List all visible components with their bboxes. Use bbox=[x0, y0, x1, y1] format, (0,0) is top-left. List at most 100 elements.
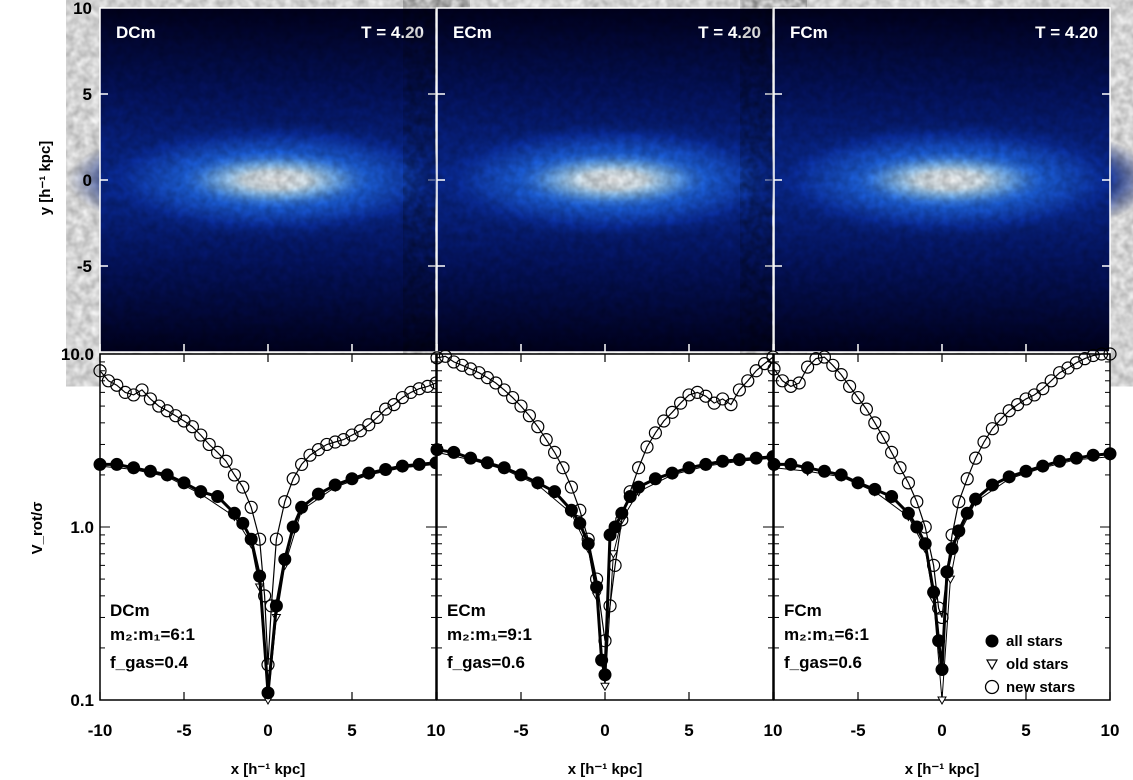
all-star-point bbox=[932, 634, 946, 648]
new-star-point bbox=[648, 426, 663, 440]
all-star-point bbox=[253, 569, 267, 583]
all-star-point bbox=[985, 478, 999, 492]
new-star-point bbox=[497, 383, 511, 397]
new-star-point bbox=[564, 480, 579, 494]
all-star-point bbox=[969, 492, 983, 506]
gas-fraction-label: f_gas=0.6 bbox=[447, 653, 525, 672]
new-star-point bbox=[464, 362, 478, 376]
new-star-point bbox=[673, 396, 688, 410]
x-tick-label: 0 bbox=[263, 721, 272, 740]
new-star-point bbox=[741, 374, 755, 388]
all-star-point bbox=[480, 456, 494, 470]
all-star-point bbox=[945, 542, 959, 556]
all-star-point bbox=[345, 472, 359, 486]
all-star-point bbox=[564, 503, 578, 517]
all-star-point bbox=[286, 520, 300, 534]
all-star-point bbox=[269, 599, 283, 613]
x-tick-label: 10 bbox=[427, 721, 446, 740]
x-axis-label: x [h⁻¹ kpc] bbox=[231, 761, 306, 778]
all-star-point bbox=[952, 524, 966, 538]
all-star-point bbox=[632, 480, 646, 494]
new-star-point bbox=[834, 368, 848, 382]
all-star-point bbox=[910, 520, 924, 534]
new-stars-line bbox=[99, 370, 437, 665]
old-star-point bbox=[937, 696, 947, 706]
all-star-point bbox=[784, 457, 798, 471]
new-star-point bbox=[489, 376, 503, 390]
all-star-point bbox=[143, 464, 157, 478]
all-star-point bbox=[1002, 470, 1016, 484]
x-tick-label: -5 bbox=[513, 721, 528, 740]
map-frame bbox=[773, 7, 1111, 353]
all-star-point bbox=[716, 454, 730, 468]
new-star-point bbox=[724, 397, 738, 412]
new-star-point bbox=[412, 382, 426, 396]
all-star-point bbox=[935, 663, 949, 677]
new-star-point bbox=[337, 433, 351, 447]
new-star-point bbox=[859, 402, 874, 416]
new-star-point bbox=[379, 402, 393, 416]
new-star-point bbox=[960, 472, 974, 486]
x-axis-label: x [h⁻¹ kpc] bbox=[905, 761, 980, 778]
all-star-point bbox=[648, 472, 662, 486]
all-star-point bbox=[514, 468, 528, 482]
all-star-point bbox=[732, 453, 746, 467]
x-tick-label: -5 bbox=[850, 721, 865, 740]
new-star-point bbox=[901, 476, 916, 490]
new-star-point bbox=[682, 388, 696, 402]
all-star-point bbox=[834, 468, 848, 482]
x-tick-label: 0 bbox=[937, 721, 946, 740]
all-star-point bbox=[801, 461, 815, 475]
map-noise bbox=[437, 8, 773, 352]
all-star-point bbox=[960, 506, 974, 520]
all-star-point bbox=[1019, 464, 1033, 478]
new-star-point bbox=[328, 435, 342, 449]
all-star-point bbox=[623, 490, 637, 504]
new-star-point bbox=[194, 428, 208, 442]
all-star-point bbox=[211, 490, 225, 504]
all-star-point bbox=[927, 585, 941, 599]
legend-entry-label: all stars bbox=[1006, 633, 1063, 650]
new-star-point bbox=[1052, 366, 1067, 380]
new-star-point bbox=[370, 410, 384, 425]
new-star-point bbox=[1019, 392, 1033, 406]
new-star-point bbox=[631, 461, 646, 475]
vrot-panel-ecm: ECm m₂:m₁=9:1 f_gas=0.6 bbox=[430, 349, 780, 701]
new-star-point bbox=[320, 437, 334, 452]
new-star-point bbox=[665, 405, 679, 419]
top-y-axis-label: y [h⁻¹ kpc] bbox=[37, 141, 54, 216]
new-star-point bbox=[447, 355, 461, 369]
new-star-point bbox=[286, 472, 300, 486]
new-star-point bbox=[261, 658, 275, 672]
new-star-point bbox=[800, 360, 815, 374]
new-star-point bbox=[345, 428, 359, 442]
new-star-point bbox=[244, 500, 258, 514]
panel-model-label: FCm bbox=[784, 601, 822, 620]
all-star-point bbox=[1103, 447, 1117, 461]
new-star-point bbox=[784, 379, 798, 393]
all-star-point bbox=[595, 653, 609, 667]
all-star-point bbox=[412, 457, 426, 471]
new-star-point bbox=[732, 383, 747, 397]
new-star-point bbox=[455, 358, 469, 372]
new-star-point bbox=[893, 461, 907, 475]
all-star-point bbox=[608, 520, 622, 534]
all-star-point bbox=[1086, 448, 1100, 462]
map-time-label: T = 4.20 bbox=[698, 23, 761, 42]
y-tick-label: 10.0 bbox=[61, 345, 94, 364]
new-star-point bbox=[809, 352, 823, 366]
all-star-point bbox=[615, 506, 629, 520]
map-y-tick-label: 5 bbox=[83, 85, 92, 104]
new-star-point bbox=[556, 461, 570, 475]
y-tick-label: 0.1 bbox=[70, 691, 94, 710]
bottom-y-axis-label: V_rot/σ bbox=[29, 502, 46, 555]
all-star-point bbox=[590, 580, 604, 594]
all-star-point bbox=[194, 485, 208, 499]
map-time-label: T = 4.20 bbox=[1035, 23, 1098, 42]
all-star-point bbox=[295, 500, 309, 514]
new-star-point bbox=[135, 383, 149, 397]
all-star-point bbox=[918, 537, 932, 551]
new-star-point bbox=[202, 437, 216, 452]
all-star-point bbox=[851, 476, 865, 490]
